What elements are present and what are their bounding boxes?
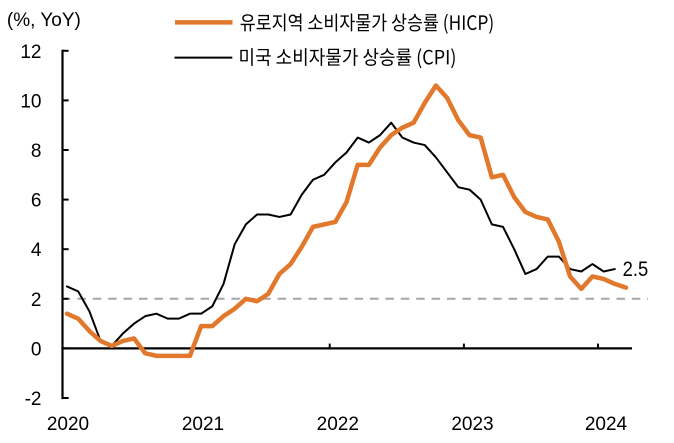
svg-text:-2: -2 xyxy=(25,389,42,410)
svg-text:2.5: 2.5 xyxy=(623,257,649,281)
svg-text:2: 2 xyxy=(31,290,42,311)
svg-text:2020: 2020 xyxy=(47,414,89,435)
svg-text:2021: 2021 xyxy=(182,414,224,435)
svg-text:12: 12 xyxy=(20,42,41,63)
svg-text:8: 8 xyxy=(31,141,42,162)
svg-text:2024: 2024 xyxy=(585,414,628,435)
svg-text:2023: 2023 xyxy=(451,414,493,435)
svg-text:6: 6 xyxy=(31,191,42,212)
svg-text:10: 10 xyxy=(20,91,41,112)
svg-text:4: 4 xyxy=(31,240,42,261)
svg-text:(%, YoY): (%, YoY) xyxy=(7,10,81,31)
svg-text:2022: 2022 xyxy=(317,414,359,435)
svg-text:0: 0 xyxy=(31,339,42,360)
